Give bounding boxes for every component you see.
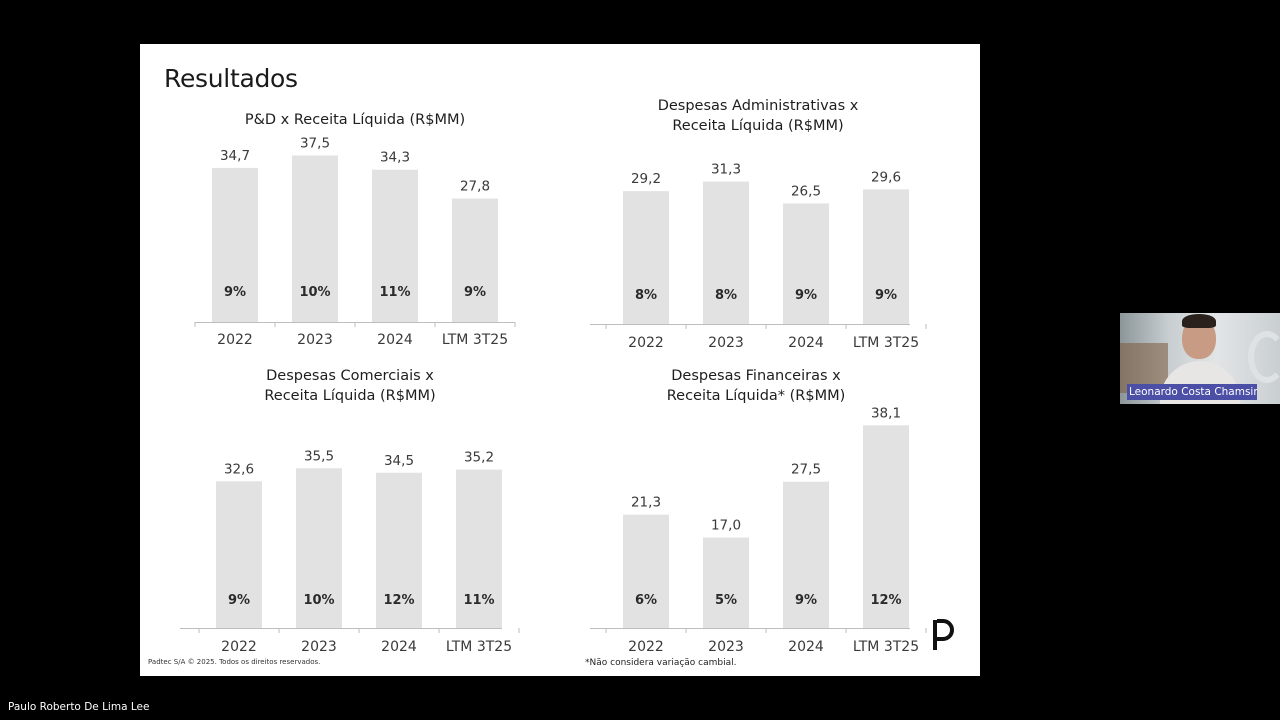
bar-value-label: 34,5: [384, 453, 414, 469]
category-label: 2023: [708, 639, 744, 655]
bar-percent-label: 11%: [463, 593, 494, 608]
category-label: 2024: [381, 639, 417, 655]
bar-percent-label: 12%: [383, 593, 414, 608]
bar-value-label: 29,6: [871, 169, 901, 185]
category-label: LTM 3T25: [853, 335, 919, 351]
presenter-name-tag: Leonardo Costa Chamsin: [1127, 384, 1257, 400]
slide-title: Resultados: [164, 64, 298, 93]
bar-percent-label: 9%: [224, 285, 246, 300]
footer-note: *Não considera variação cambial.: [585, 658, 737, 668]
padtec-logo-icon: [933, 619, 954, 650]
bar: [376, 472, 422, 628]
bar-value-label: 34,3: [380, 150, 410, 166]
video-decor: [1248, 331, 1280, 383]
bar: [863, 425, 909, 628]
bar-value-label: 29,2: [631, 171, 661, 187]
bar-value-label: 17,0: [711, 518, 741, 534]
bar-value-label: 26,5: [791, 183, 821, 199]
bar-percent-label: 10%: [303, 593, 334, 608]
category-label: 2023: [297, 332, 333, 348]
chart-admin: Despesas Administrativas x Receita Líqui…: [585, 96, 927, 361]
chart-pd-title: P&D x Receita Líquida (R$MM): [190, 110, 520, 130]
category-label: 2024: [377, 332, 413, 348]
chart-financeiras-svg: 21,3 6% 2022 17,0 5% 2023 27,5 9% 2024 38,1 12% LTM…: [590, 405, 927, 655]
category-label: 2023: [301, 639, 337, 655]
bar-value-label: 32,6: [224, 461, 254, 477]
category-label: LTM 3T25: [446, 639, 512, 655]
category-label: 2022: [221, 639, 257, 655]
presenter-figure-hair: [1182, 314, 1216, 328]
bar: [703, 537, 749, 628]
chart-admin-title-line-1: Despesas Administrativas x: [657, 98, 859, 114]
category-label: 2022: [628, 335, 664, 351]
chart-financeiras-title-line-2: Receita Líquida* (R$MM): [666, 388, 846, 404]
chart-admin-title-line-2: Receita Líquida (R$MM): [672, 118, 844, 134]
chart-pd-title-line: P&D x Receita Líquida (R$MM): [244, 112, 466, 128]
category-label: 2022: [217, 332, 253, 348]
category-label: LTM 3T25: [853, 639, 919, 655]
category-label: 2023: [708, 335, 744, 351]
category-label: 2024: [788, 639, 824, 655]
bar: [372, 169, 418, 322]
bar-value-label: 35,2: [464, 450, 494, 466]
bar: [783, 481, 829, 628]
bar: [292, 155, 338, 322]
bar-value-label: 31,3: [711, 162, 741, 178]
bar-value-label: 27,5: [791, 462, 821, 478]
bar: [296, 468, 342, 628]
bar-percent-label: 6%: [635, 593, 657, 608]
footer-copyright: Padtec S/A © 2025. Todos os direitos res…: [148, 658, 321, 666]
bar-value-label: 27,8: [460, 179, 490, 195]
chart-comerciais-title: Despesas Comerciais x Receita Líquida (R…: [180, 366, 520, 406]
bar: [623, 191, 669, 324]
bar-percent-label: 11%: [379, 285, 410, 300]
category-label: 2022: [628, 639, 664, 655]
bar-value-label: 21,3: [631, 495, 661, 511]
chart-comerciais: Despesas Comerciais x Receita Líquida (R…: [180, 366, 520, 656]
bar-percent-label: 5%: [715, 593, 737, 608]
chart-comerciais-title-line-2: Receita Líquida (R$MM): [264, 388, 436, 404]
bar: [452, 198, 498, 322]
chart-pd: P&D x Receita Líquida (R$MM) 34,7 9% 2022 3…: [190, 110, 520, 360]
bar-percent-label: 12%: [870, 593, 901, 608]
chart-financeiras-title-line-1: Despesas Financeiras x: [671, 368, 841, 384]
bar: [863, 189, 909, 324]
bar: [783, 203, 829, 324]
bar-percent-label: 10%: [299, 285, 330, 300]
chart-admin-svg: 29,2 8% 2022 31,3 8% 2023 26,5 9% 2024 29,6 9% LTM …: [590, 162, 927, 351]
bar: [623, 514, 669, 628]
chart-financeiras-title: Despesas Financeiras x Receita Líquida* …: [585, 366, 927, 406]
bar-percent-label: 9%: [795, 593, 817, 608]
bar-value-label: 38,1: [871, 405, 901, 421]
bar-percent-label: 9%: [875, 288, 897, 303]
chart-pd-svg: 34,7 9% 2022 37,5 10% 2023 34,3 11% 2024 27,8 9% LT…: [194, 136, 516, 348]
bar-percent-label: 8%: [635, 288, 657, 303]
presentation-slide: Resultados P&D x Receita Líquida (R$MM) …: [140, 44, 980, 676]
category-label: 2024: [788, 335, 824, 351]
bar-percent-label: 9%: [228, 593, 250, 608]
bar-value-label: 34,7: [220, 148, 250, 164]
bar-percent-label: 8%: [715, 288, 737, 303]
bar: [216, 481, 262, 628]
bar-value-label: 35,5: [304, 448, 334, 464]
bar: [456, 469, 502, 628]
bar: [212, 167, 258, 322]
chart-comerciais-title-line-1: Despesas Comerciais x: [266, 368, 434, 384]
chart-comerciais-svg: 32,6 9% 2022 35,5 10% 2023 34,5 12% 2024 35,2 11% L…: [180, 448, 520, 655]
viewer-name-label: Paulo Roberto De Lima Lee: [8, 701, 150, 713]
bar-percent-label: 9%: [795, 288, 817, 303]
chart-admin-title: Despesas Administrativas x Receita Líqui…: [573, 96, 943, 136]
bar-percent-label: 9%: [464, 285, 486, 300]
bar: [703, 181, 749, 324]
category-label: LTM 3T25: [442, 332, 508, 348]
chart-financeiras: Despesas Financeiras x Receita Líquida* …: [585, 366, 927, 656]
bar-value-label: 37,5: [300, 136, 330, 152]
